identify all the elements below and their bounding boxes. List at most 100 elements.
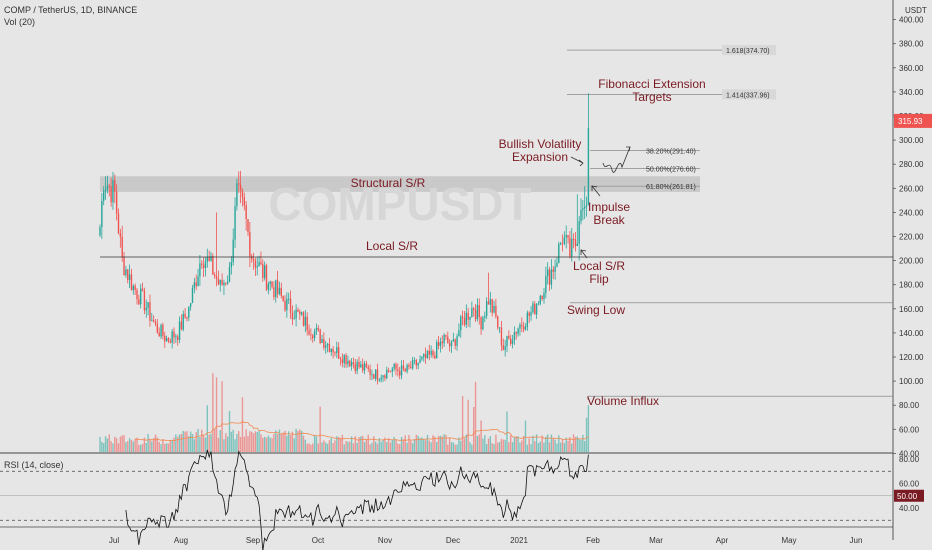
- volume-bar: [243, 436, 245, 452]
- candle-body: [245, 205, 247, 220]
- volume-ma-line: [135, 420, 589, 442]
- candle-body: [201, 263, 203, 265]
- volume-bar: [454, 444, 456, 452]
- candle-body: [369, 369, 371, 375]
- volume-bar: [195, 431, 197, 452]
- candle-body: [164, 335, 166, 342]
- volume-bar: [226, 436, 229, 452]
- symbol-watermark: COMPUSDT: [268, 178, 531, 230]
- time-tick-label: Mar: [649, 536, 663, 545]
- candle-body: [352, 362, 355, 365]
- candle-body: [313, 331, 316, 339]
- time-tick-label: Nov: [378, 536, 392, 545]
- candle-body: [186, 317, 188, 319]
- candle-body: [350, 362, 353, 367]
- rsi-tick-label: 40.00: [899, 504, 920, 513]
- volume-bar: [265, 437, 268, 452]
- volume-bar: [132, 441, 134, 452]
- volume-bar: [188, 436, 190, 452]
- candle-body: [195, 282, 197, 286]
- volume-bar: [236, 433, 238, 452]
- volume-bar: [413, 439, 416, 452]
- volume-bar: [417, 435, 419, 452]
- candle-body: [230, 262, 233, 268]
- candle-body: [439, 341, 442, 346]
- volume-bar: [343, 444, 345, 452]
- candle-body: [408, 364, 410, 367]
- candle-body: [99, 227, 101, 236]
- candle-body: [199, 263, 201, 277]
- volume-bar: [128, 438, 131, 452]
- candle-body: [548, 269, 551, 285]
- volume-bar: [180, 434, 183, 452]
- candle-body: [177, 336, 179, 340]
- volume-bar: [140, 444, 142, 452]
- volume-bar: [232, 429, 234, 452]
- annotation-arrow: [570, 156, 584, 167]
- volume-bar: [160, 444, 162, 452]
- volume-bar: [498, 441, 501, 452]
- volume-bar: [506, 411, 508, 452]
- candle-body: [319, 329, 321, 343]
- volume-bar: [463, 438, 466, 452]
- volume-bar: [304, 439, 307, 452]
- rsi-tick-label: 60.00: [899, 480, 920, 489]
- volume-bar: [389, 442, 392, 452]
- volume-bar: [269, 437, 271, 452]
- volume-bar: [326, 443, 329, 452]
- candle-body: [106, 185, 109, 190]
- candle-body: [191, 287, 194, 304]
- candle-body: [251, 256, 253, 259]
- volume-bar: [337, 436, 340, 452]
- volume-bar: [297, 430, 299, 452]
- candle-body: [423, 353, 425, 357]
- candle-body: [524, 327, 527, 330]
- volume-bar: [169, 440, 171, 452]
- volume-bar: [524, 420, 527, 452]
- candle-body: [152, 320, 155, 322]
- candle-body: [417, 363, 419, 366]
- candle-body: [421, 356, 423, 360]
- candle-body: [215, 276, 218, 280]
- candle-body: [206, 257, 208, 262]
- price-tick-label: 200.00: [899, 257, 924, 266]
- volume-bar: [121, 435, 123, 452]
- candle-body: [371, 374, 373, 376]
- candle-body: [395, 364, 397, 370]
- volume-bar: [474, 381, 477, 452]
- volume-bar: [251, 431, 253, 452]
- candle-body: [232, 239, 234, 263]
- candle-body: [334, 352, 336, 354]
- candle-body: [326, 343, 329, 346]
- volume-bar: [569, 437, 571, 452]
- annotation-label-line2: Targets: [632, 90, 671, 104]
- volume-bar: [547, 434, 549, 452]
- volume-bar: [460, 440, 462, 452]
- volume-bar: [293, 438, 295, 452]
- volume-bar: [365, 439, 368, 452]
- candle-body: [456, 336, 458, 346]
- volume-bar: [478, 434, 480, 452]
- volume-bar: [263, 436, 266, 452]
- candle-body: [210, 255, 212, 261]
- candle-body: [437, 342, 440, 346]
- volume-bar: [356, 442, 358, 452]
- volume-bar: [147, 434, 149, 452]
- candle-body: [108, 185, 110, 187]
- candle-body: [282, 296, 284, 301]
- candle-body: [217, 279, 220, 285]
- price-tick-label: 100.00: [899, 377, 924, 386]
- candle-body: [258, 262, 260, 267]
- rsi-line: [125, 449, 589, 550]
- volume-bar: [313, 435, 316, 452]
- volume-bar: [312, 443, 314, 452]
- candle-body: [312, 335, 314, 339]
- annotation-label: Impulse: [588, 200, 630, 214]
- volume-bar: [521, 440, 523, 452]
- time-tick-label: Dec: [446, 536, 460, 545]
- candle-body: [189, 303, 192, 307]
- candle-body: [145, 307, 147, 311]
- candle-body: [556, 262, 558, 267]
- time-tick-label: 2021: [510, 536, 528, 545]
